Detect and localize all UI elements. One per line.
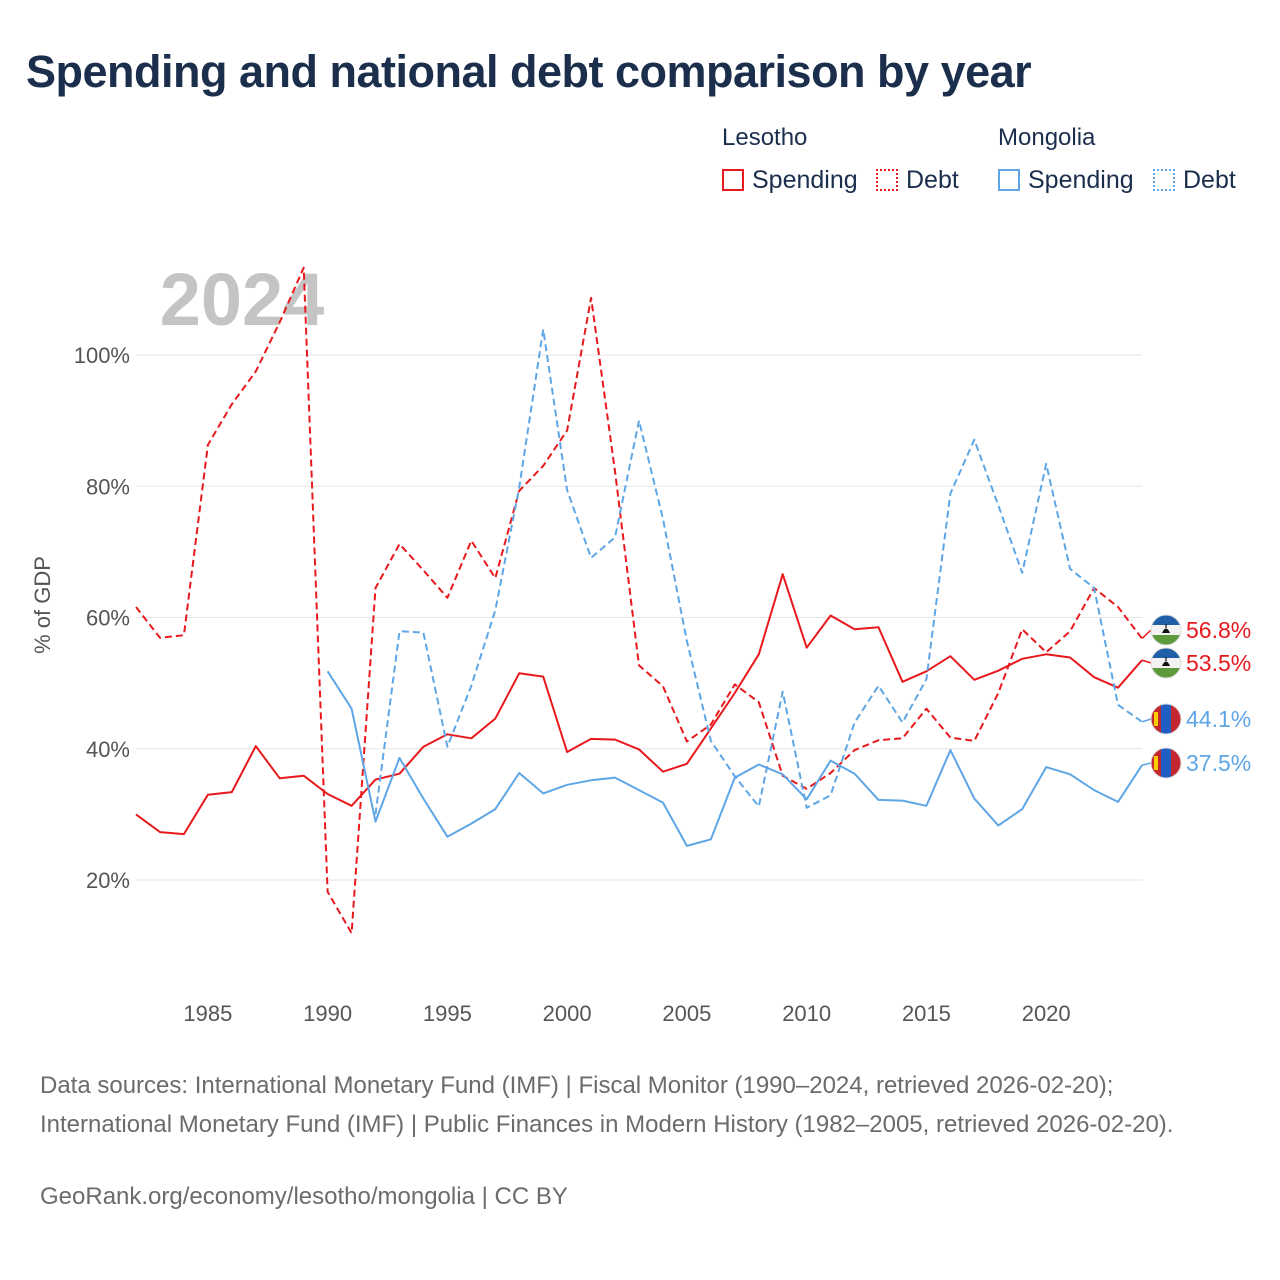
chart-title: Spending and national debt comparison by… (26, 46, 1032, 97)
y-tick-label: 100% (74, 343, 130, 368)
x-tick-label: 1990 (303, 1001, 352, 1026)
legend-swatch-lesotho-spending (722, 169, 744, 191)
data-sources: Data sources: International Monetary Fun… (40, 1072, 1174, 1138)
line-chart: 2024 % of GDP 20% 40% 60% 80% 100% 1985 1990 19… (30, 258, 1251, 1026)
legend-group-lesotho: Lesotho (722, 124, 808, 151)
legend-lesotho-debt[interactable]: Debt (876, 165, 959, 195)
legend-swatch-mongolia-debt (1153, 169, 1175, 191)
end-value-label: 44.1% (1186, 706, 1251, 732)
y-axis-label: % of GDP (30, 556, 55, 654)
series-line-mongolia-spending[interactable] (326, 670, 1143, 847)
series-line-lesotho-debt[interactable] (135, 266, 1143, 935)
legend-label-lesotho-spending: Spending (752, 165, 858, 194)
x-tick-label: 2005 (662, 1001, 711, 1026)
end-label-connector (1141, 718, 1152, 723)
lesotho-flag-icon (1151, 648, 1181, 678)
y-tick-label: 20% (86, 868, 130, 893)
flag-border (1150, 703, 1182, 735)
y-tick-label: 40% (86, 737, 130, 762)
legend-lesotho-spending[interactable]: Spending (722, 165, 858, 195)
y-tick-label: 60% (86, 606, 130, 631)
x-tick-label: 2010 (782, 1001, 831, 1026)
x-tick-label: 2020 (1022, 1001, 1071, 1026)
end-label-connector (1141, 629, 1152, 640)
end-label-connector (1141, 762, 1152, 766)
legend-swatch-lesotho-debt (876, 169, 898, 191)
end-value-label: 56.8% (1186, 617, 1251, 643)
end-value-label: 37.5% (1186, 750, 1251, 776)
mongolia-flag-icon (1151, 704, 1181, 734)
legend-label-mongolia-debt: Debt (1183, 165, 1236, 194)
mongolia-flag-icon (1151, 748, 1181, 778)
legend-label-mongolia-spending: Spending (1028, 165, 1134, 194)
legend-label-lesotho-debt: Debt (906, 165, 959, 194)
credit-link[interactable]: GeoRank.org/economy/lesotho/mongolia | C… (40, 1183, 568, 1210)
x-tick-label: 2000 (543, 1001, 592, 1026)
year-watermark: 2024 (160, 258, 325, 341)
y-tick-label: 80% (86, 474, 130, 499)
legend-mongolia-spending[interactable]: Spending (998, 165, 1134, 195)
lesotho-flag-icon (1151, 615, 1181, 645)
legend-mongolia-debt[interactable]: Debt (1153, 165, 1236, 195)
flag-border (1150, 747, 1182, 779)
x-tick-label: 2015 (902, 1001, 951, 1026)
flag-border (1150, 614, 1182, 646)
x-tick-label: 1985 (183, 1001, 232, 1026)
flag-border (1150, 647, 1182, 679)
end-value-label: 53.5% (1186, 650, 1251, 676)
end-label-connector (1141, 659, 1152, 664)
legend-group-mongolia: Mongolia (998, 124, 1096, 151)
series-line-lesotho-spending[interactable] (135, 573, 1143, 836)
series-line-mongolia-debt[interactable] (374, 328, 1143, 815)
legend-swatch-mongolia-spending (998, 169, 1020, 191)
x-tick-label: 1995 (423, 1001, 472, 1026)
